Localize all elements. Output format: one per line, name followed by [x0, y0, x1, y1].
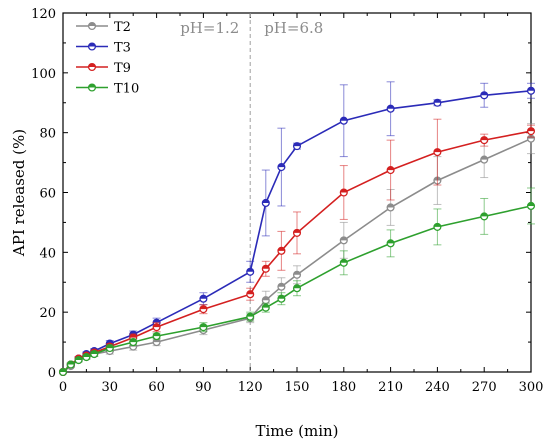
data-point-fill — [106, 344, 114, 349]
axes — [62, 12, 532, 373]
data-point-fill — [340, 259, 348, 263]
data-point-fill — [278, 295, 285, 299]
y-tick-label: 120 — [31, 7, 56, 22]
data-point-fill — [480, 91, 488, 96]
data-point-fill — [293, 271, 301, 275]
data-point-fill — [278, 283, 285, 287]
data-point-fill — [434, 148, 441, 153]
x-tick-label: 240 — [425, 380, 450, 395]
data-point-fill — [67, 361, 75, 365]
data-point-fill — [106, 340, 114, 344]
legend-marker-fill — [88, 84, 96, 88]
data-point-fill — [293, 142, 301, 147]
x-tick-label: 150 — [285, 380, 310, 395]
series-group — [58, 81, 536, 377]
x-tick-label: 60 — [148, 380, 165, 395]
data-point-fill — [129, 334, 137, 338]
data-point-fill — [387, 166, 394, 171]
legend-label: T10 — [114, 82, 139, 97]
data-point-fill — [480, 213, 488, 217]
y-tick-label: 0 — [48, 366, 56, 381]
legend-label: T2 — [114, 20, 131, 35]
data-point-fill — [83, 353, 90, 358]
y-tick-label: 100 — [31, 67, 56, 82]
data-point-fill — [480, 136, 488, 141]
data-point-fill — [153, 319, 160, 323]
ticks: 0 30 60 90 120 150 180 210 240 270 300 0 20 40 60 80 100… — [31, 7, 543, 395]
legend-label: T9 — [114, 61, 131, 76]
legend-marker-fill — [88, 22, 96, 26]
legend-marker-fill — [88, 63, 96, 67]
data-point-fill — [262, 304, 270, 308]
data-point-fill — [200, 295, 207, 299]
legend-marker-fill — [88, 43, 96, 47]
x-tick-label: 300 — [519, 380, 544, 395]
plot-frame — [62, 12, 532, 373]
data-point-fill — [246, 290, 254, 295]
phase-label-acid: pH=1.2 — [180, 19, 239, 37]
data-point-fill — [75, 356, 82, 361]
data-point-fill — [153, 332, 160, 337]
data-point-fill — [340, 236, 348, 241]
data-point-fill — [246, 313, 254, 317]
data-point-fill — [200, 305, 207, 310]
y-tick-label: 20 — [39, 306, 56, 321]
data-point-fill — [293, 284, 301, 289]
legend: T2 T3 T9 T10 — [76, 20, 139, 97]
x-tick-label: 180 — [331, 380, 356, 395]
legend-label: T3 — [114, 41, 131, 56]
data-point-fill — [387, 105, 394, 109]
data-point-fill — [434, 99, 441, 103]
x-tick-label: 270 — [472, 380, 497, 395]
data-point-fill — [59, 368, 67, 372]
data-point-fill — [340, 117, 348, 121]
series-t10 — [58, 187, 536, 377]
data-point-fill — [387, 204, 394, 208]
y-tick-label: 40 — [39, 246, 56, 261]
x-axis-title: Time (min) — [255, 422, 338, 440]
data-point-fill — [262, 199, 270, 203]
data-point-fill — [527, 127, 535, 132]
data-point-fill — [293, 229, 301, 233]
data-point-fill — [278, 247, 285, 251]
data-point-fill — [262, 296, 270, 301]
x-tick-label: 120 — [238, 380, 263, 395]
data-point-fill — [246, 268, 254, 272]
data-point-fill — [129, 338, 137, 343]
data-point-fill — [480, 156, 488, 160]
data-point-fill — [90, 350, 98, 355]
data-point-fill — [434, 223, 441, 227]
data-point-fill — [527, 202, 535, 206]
series-t9 — [58, 118, 536, 377]
data-point-fill — [527, 87, 535, 91]
y-tick-label: 60 — [39, 187, 56, 202]
data-point-fill — [262, 265, 270, 269]
x-tick-label: 30 — [102, 380, 119, 395]
x-tick-label: 0 — [59, 380, 67, 395]
data-point-fill — [340, 189, 348, 193]
y-axis-title: API released (%) — [10, 129, 28, 257]
x-tick-label: 90 — [195, 380, 212, 395]
data-point-fill — [153, 323, 160, 328]
x-tick-label: 210 — [378, 380, 403, 395]
y-tick-label: 80 — [39, 127, 56, 142]
data-point-fill — [278, 163, 285, 168]
phase-label-neutral: pH=6.8 — [264, 19, 323, 37]
data-point-fill — [200, 323, 207, 328]
data-point-fill — [387, 239, 394, 244]
